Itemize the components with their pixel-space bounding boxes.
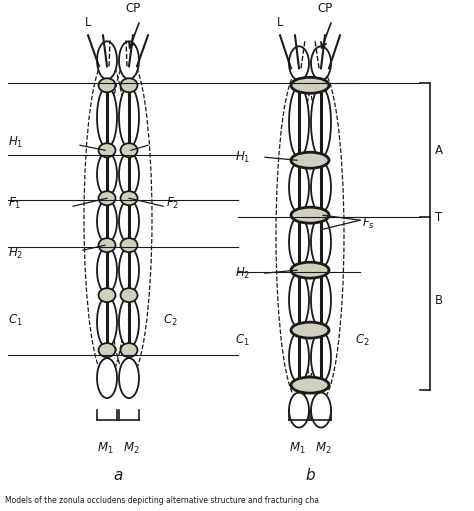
Text: $M_1$: $M_1$ [97,440,113,456]
Text: B: B [435,294,443,307]
Ellipse shape [291,377,329,393]
Text: $H_1$: $H_1$ [8,135,23,150]
Ellipse shape [311,272,331,328]
Ellipse shape [311,87,331,158]
Ellipse shape [289,217,309,268]
Text: $H_2$: $H_2$ [8,246,23,261]
Text: $H_2$: $H_2$ [235,266,250,281]
Ellipse shape [291,207,329,223]
Ellipse shape [97,41,117,79]
Text: L: L [277,16,283,29]
Ellipse shape [119,200,139,243]
Ellipse shape [99,288,116,302]
Ellipse shape [289,392,309,428]
Ellipse shape [311,217,331,268]
Ellipse shape [311,392,331,428]
Text: $M_2$: $M_2$ [315,440,331,456]
Ellipse shape [311,332,331,383]
Ellipse shape [119,41,139,79]
Ellipse shape [97,247,117,293]
Ellipse shape [119,87,139,148]
Ellipse shape [119,152,139,196]
Text: a: a [113,468,123,482]
Ellipse shape [97,358,117,398]
Ellipse shape [291,322,329,338]
Ellipse shape [97,200,117,243]
Text: $C_2$: $C_2$ [355,333,370,347]
Ellipse shape [120,191,137,205]
Ellipse shape [120,78,137,92]
Text: b: b [305,468,315,482]
Text: $F_s$: $F_s$ [362,216,375,231]
Ellipse shape [311,162,331,213]
Ellipse shape [291,262,329,278]
Ellipse shape [97,297,117,347]
Ellipse shape [120,238,137,252]
Text: A: A [435,144,443,157]
Text: CP: CP [318,2,333,15]
Ellipse shape [291,77,329,94]
Ellipse shape [99,78,116,92]
Ellipse shape [99,343,116,357]
Text: $F_1$: $F_1$ [8,196,21,211]
Text: Models of the zonula occludens depicting alternative structure and fracturing ch: Models of the zonula occludens depicting… [5,496,319,504]
Text: $C_1$: $C_1$ [235,333,250,347]
Text: $C_2$: $C_2$ [163,313,178,328]
Ellipse shape [289,162,309,213]
Ellipse shape [289,272,309,328]
Ellipse shape [311,47,331,80]
Ellipse shape [291,152,329,168]
Text: $M_2$: $M_2$ [123,440,139,456]
Ellipse shape [99,191,116,205]
Ellipse shape [119,358,139,398]
Ellipse shape [97,87,117,148]
Ellipse shape [119,297,139,347]
Text: $F_2$: $F_2$ [166,196,179,211]
Text: T: T [435,211,442,224]
Ellipse shape [99,238,116,252]
Ellipse shape [120,343,137,357]
Ellipse shape [289,87,309,158]
Ellipse shape [289,332,309,383]
Text: L: L [85,16,91,29]
Text: $H_1$: $H_1$ [235,150,250,165]
Ellipse shape [289,47,309,80]
Ellipse shape [120,143,137,157]
Ellipse shape [119,247,139,293]
Text: $C_1$: $C_1$ [8,313,23,328]
Text: CP: CP [126,2,141,15]
Text: $M_1$: $M_1$ [289,440,305,456]
Ellipse shape [99,143,116,157]
Ellipse shape [97,152,117,196]
Ellipse shape [120,288,137,302]
